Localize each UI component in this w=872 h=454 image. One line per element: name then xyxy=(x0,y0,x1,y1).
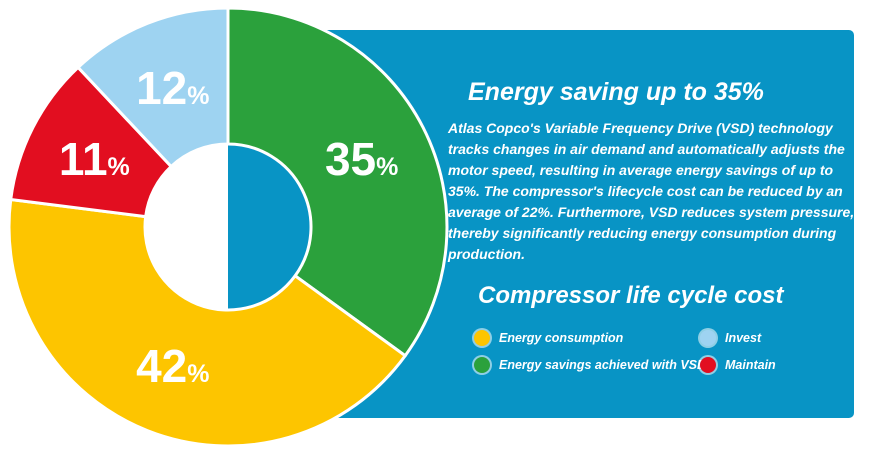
legend-label: Energy consumption xyxy=(499,331,624,345)
panel-title: Energy saving up to 35% xyxy=(468,78,764,106)
legend-dot-energy-savings-vsd xyxy=(474,357,490,373)
legend-dot-invest xyxy=(700,330,716,346)
section-heading: Compressor life cycle cost xyxy=(478,282,784,309)
legend-dot-maintain xyxy=(700,357,716,373)
chart-legend: Energy consumption Invest Energy savings a… xyxy=(474,330,776,373)
legend-label: Maintain xyxy=(725,358,776,372)
legend-label: Energy savings achieved with VSD xyxy=(499,358,707,372)
legend-item-energy-savings-vsd: Energy savings achieved with VSD xyxy=(474,357,706,373)
legend-label: Invest xyxy=(725,331,762,345)
legend-item-invest: Invest xyxy=(700,330,776,346)
slice-value: 12 xyxy=(136,61,188,114)
legend-item-maintain: Maintain xyxy=(700,357,776,373)
slice-value: 11 xyxy=(58,132,108,185)
slice-label-maintain: 11% xyxy=(59,136,130,182)
legend-item-energy-consumption: Energy consumption xyxy=(474,330,682,346)
panel-paragraph: Atlas Copco's Variable Frequency Drive (… xyxy=(448,120,855,262)
legend-dot-energy-consumption xyxy=(474,330,490,346)
slice-label-energy-consumption: 42% xyxy=(136,343,209,389)
donut-slice-maintain xyxy=(9,65,173,219)
slice-unit: % xyxy=(187,360,210,389)
slice-value: 42 xyxy=(136,340,188,393)
donut-slice-invest xyxy=(76,6,230,168)
slice-unit: % xyxy=(187,81,210,110)
slice-label-invest: 12% xyxy=(136,65,209,111)
slice-unit: % xyxy=(107,152,130,181)
info-panel: Energy saving up to 35% Atlas Copco's Va… xyxy=(228,30,854,418)
